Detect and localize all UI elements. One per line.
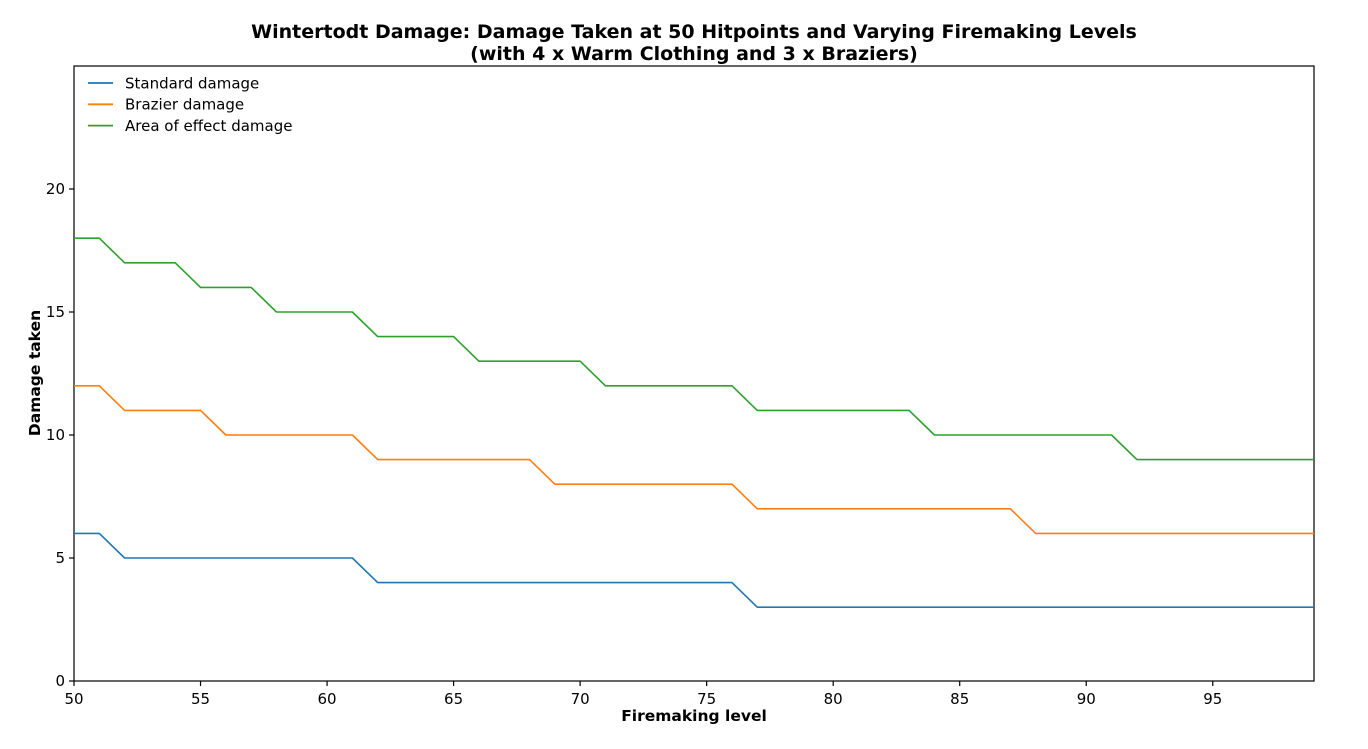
- standard-damage-line: [74, 532, 1314, 609]
- chart-subtitle: (with 4 x Warm Clothing and 3 x Braziers…: [470, 43, 918, 65]
- x-tick-label: 95: [1203, 690, 1222, 708]
- area-of-effect-damage-legend-label: Area of effect damage: [125, 117, 292, 135]
- x-tick-label: 65: [444, 690, 463, 708]
- area-of-effect-damage-line: [74, 237, 1314, 461]
- x-tick-label: 50: [64, 690, 83, 708]
- y-tick-label: 15: [46, 303, 65, 321]
- x-tick-label: 70: [571, 690, 590, 708]
- y-tick-label: 5: [55, 549, 65, 567]
- plot-area-border: [73, 65, 1315, 682]
- standard-damage-legend-label: Standard damage: [125, 74, 259, 92]
- x-tick-label: 80: [824, 690, 843, 708]
- y-axis-label: Damage taken: [26, 310, 44, 436]
- x-axis-ticks: 50 55 60 65 70 75 80 85 90 95: [64, 681, 1222, 708]
- x-tick-label: 85: [950, 690, 969, 708]
- x-tick-label: 55: [191, 690, 210, 708]
- y-tick-label: 0: [55, 672, 65, 690]
- y-tick-label: 10: [46, 426, 65, 444]
- plot-lines: [74, 237, 1314, 609]
- legend: Standard damage Brazier damage Area of eff…: [88, 74, 292, 135]
- chart-title: Wintertodt Damage: Damage Taken at 50 Hi…: [251, 21, 1137, 43]
- x-tick-label: 90: [1077, 690, 1096, 708]
- brazier-damage-line: [74, 384, 1314, 535]
- y-tick-label: 20: [46, 180, 65, 198]
- x-tick-label: 75: [697, 690, 716, 708]
- x-axis-label: Firemaking level: [621, 707, 767, 725]
- x-tick-label: 60: [318, 690, 337, 708]
- brazier-damage-legend-label: Brazier damage: [125, 96, 244, 114]
- y-axis-ticks: 0 5 10 15 20: [46, 180, 74, 690]
